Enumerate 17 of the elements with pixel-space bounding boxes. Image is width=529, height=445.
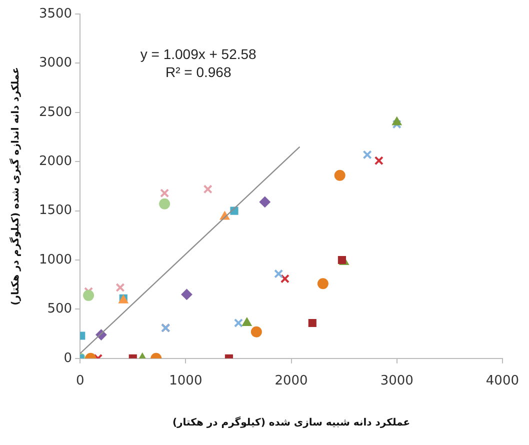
y-tick-label: 0 [64,350,72,366]
x-tick-label: 3000 [380,374,414,389]
x-axis-title: عملکرد دانه شبیه سازی شده (کیلوگرم در هکتار) [172,416,410,429]
x-tick-label: 1000 [169,374,202,389]
x-tick-label: 0 [76,374,84,389]
x-tick-label: 4000 [486,374,520,389]
annotation: y = 1.009x + 52.58 [140,46,257,62]
x-tick-label: 2000 [274,374,308,389]
y-tick-label: 3500 [38,6,72,22]
y-axis-title: عملکرد دانه اندازه گیری شده (کیلوگرم در هکتار) [8,67,22,306]
y-tick-label: 500 [47,302,72,317]
annotation: R² = 0.968 [165,64,232,80]
y-tick-label: 3000 [38,56,72,71]
y-tick-label: 2000 [38,154,72,169]
y-tick-label: 1500 [38,203,72,218]
y-tick-label: 1000 [38,252,72,268]
y-tick-label: 2500 [38,104,72,120]
